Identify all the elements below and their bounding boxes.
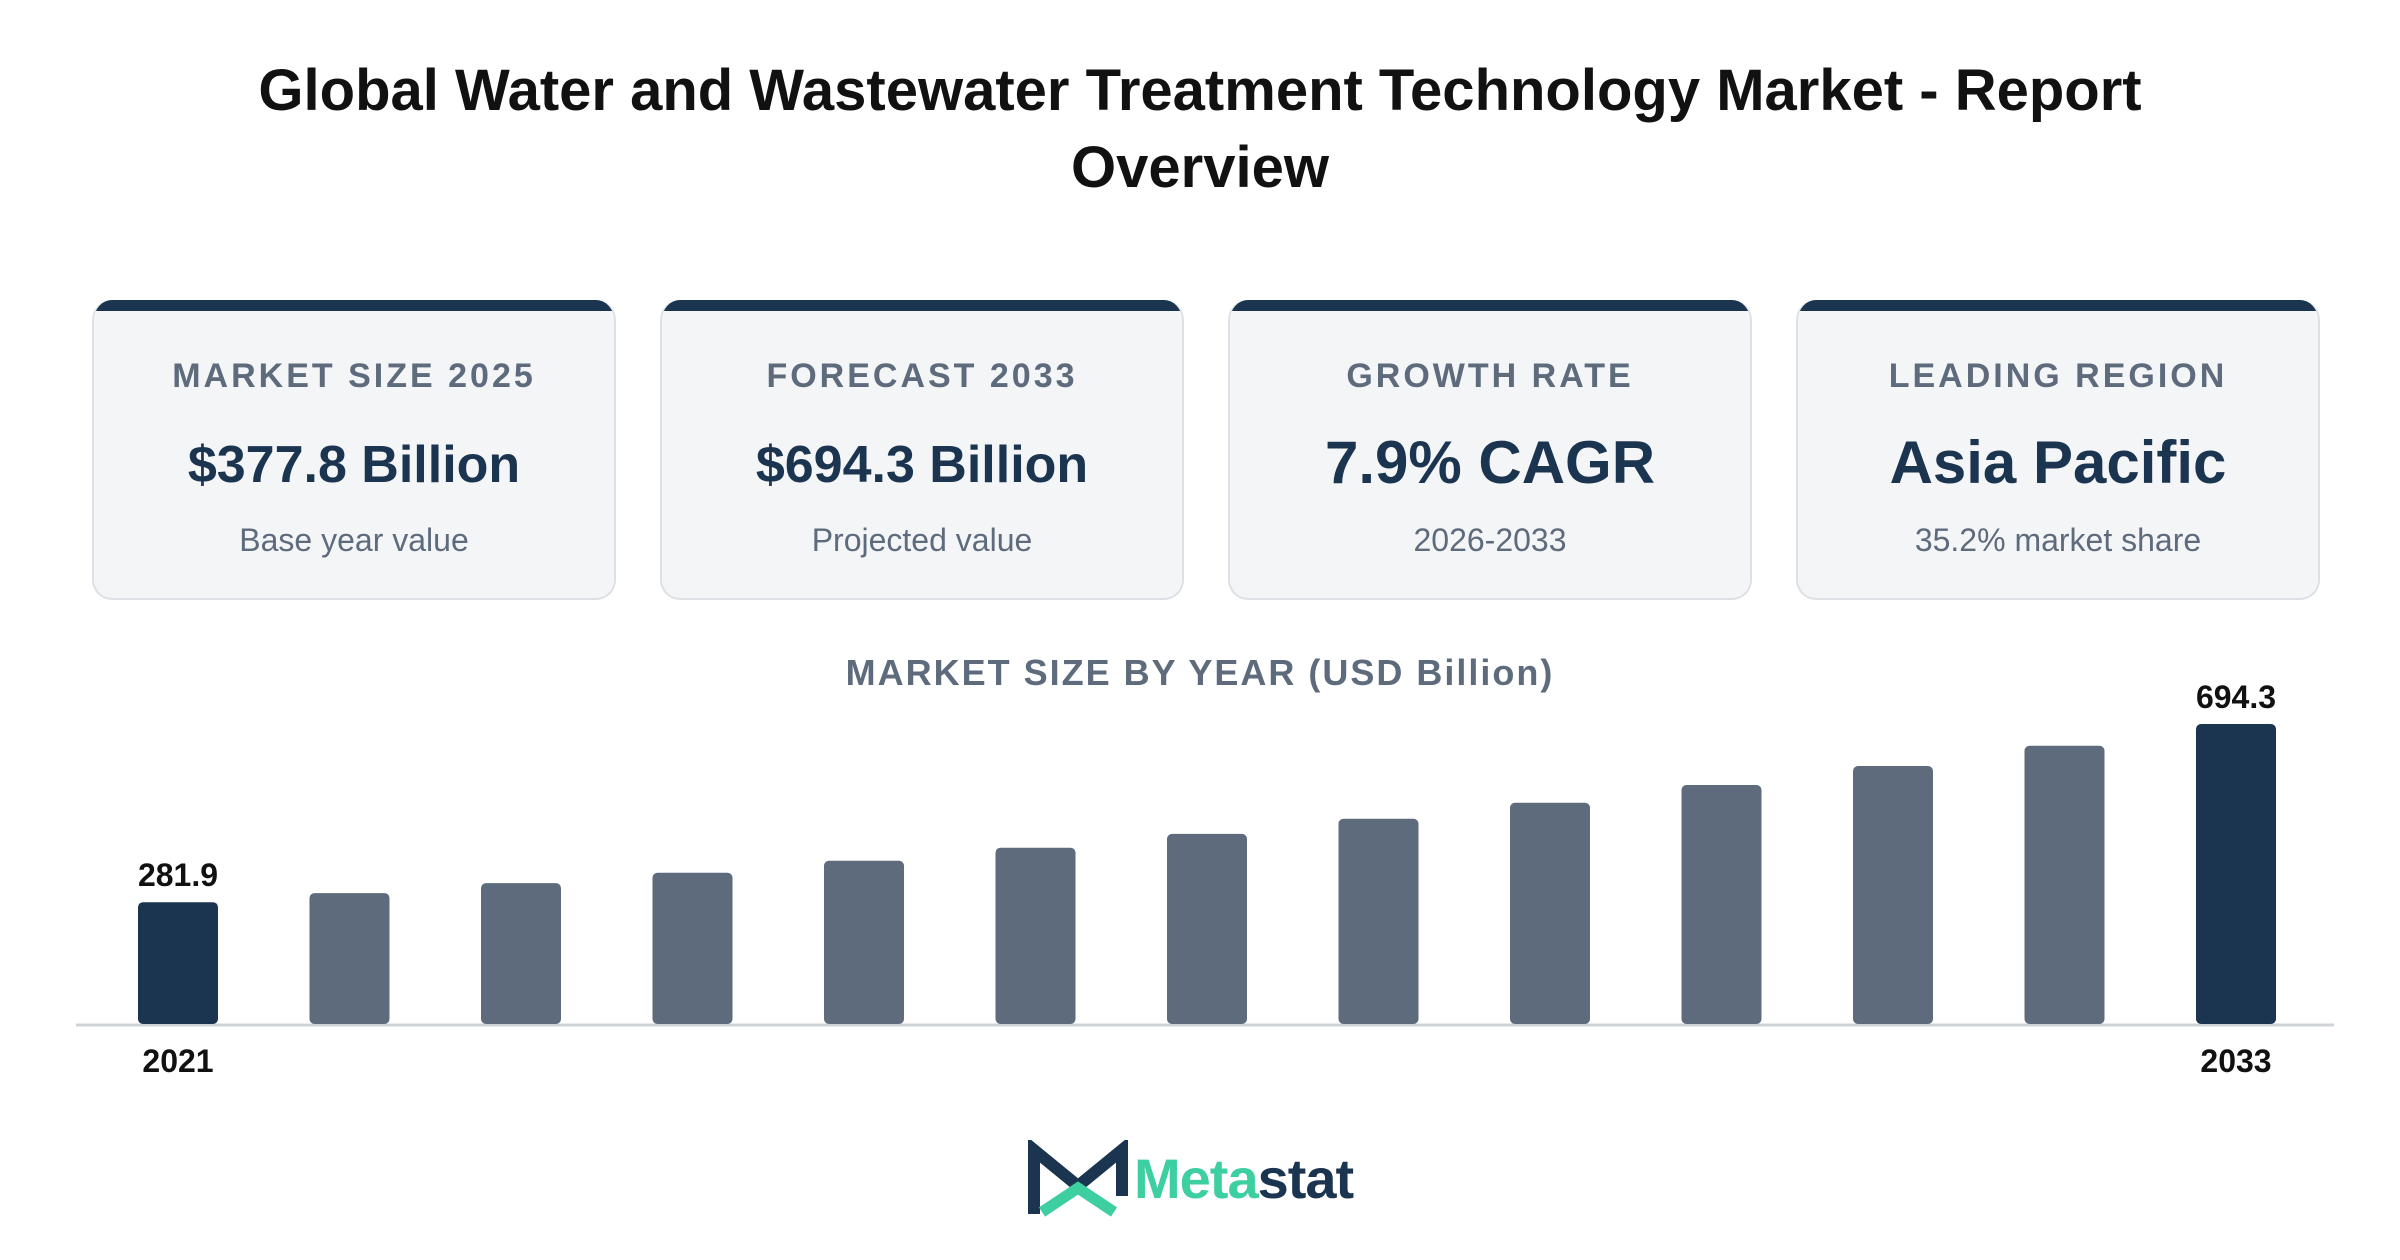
card-subtext: 2026-2033 [1413,522,1567,558]
card-value: 7.9% CAGR [1324,429,1656,496]
card-value: $377.8 Billion [187,436,521,494]
bar-2021 [138,902,218,1024]
bar-2031 [1853,766,1933,1024]
card-label: FORECAST 2033 [766,357,1078,395]
bar-2024 [652,872,733,1024]
logo-wordmark: Metastat [1134,1144,1355,1214]
bar-2033 [2196,724,2276,1024]
card-market-size: MARKET SIZE 2025 $377.8 Billion Base yea… [92,300,616,600]
card-label: LEADING REGION [1888,357,2228,395]
logo-text-stat: stat [1257,1147,1355,1210]
logo-text-meta: Meta [1134,1147,1259,1210]
card-growth-rate: GROWTH RATE 7.9% CAGR 2026-2033 [1228,300,1752,600]
card-forecast: FORECAST 2033 $694.3 Billion Projected v… [660,300,1184,600]
bar-chart: 281.9 2021 694.3 2033 [76,679,2334,1079]
card-leading-region: LEADING REGION Asia Pacific 35.2% market… [1796,300,2320,600]
bar-2028 [1338,818,1419,1024]
bar-2023 [481,883,561,1024]
bar-2027 [1167,833,1247,1024]
metastat-logo-icon [1028,1137,1128,1217]
card-subtext: Base year value [239,522,469,558]
card-label: GROWTH RATE [1346,357,1634,395]
summary-cards: MARKET SIZE 2025 $377.8 Billion Base yea… [92,300,2322,604]
x-tick-label-2033: 2033 [2200,1043,2271,1079]
card-value: Asia Pacific [1889,429,2227,496]
x-tick-label-2021: 2021 [142,1043,213,1079]
chart-title: MARKET SIZE BY YEAR (USD Billion) [845,652,1555,693]
page-title: Global Water and Wastewater Treatment Te… [258,58,2142,200]
bar-2025 [824,860,904,1024]
metastat-logo: Metastat [1028,1137,1408,1220]
bar-2032 [2024,745,2105,1024]
bar-2029 [1510,802,1590,1024]
data-label-2021: 281.9 [138,857,218,893]
card-value: $694.3 Billion [755,436,1089,494]
bar-2026 [995,847,1076,1024]
card-subtext: 35.2% market share [1914,522,2202,558]
card-subtext: Projected value [811,522,1033,558]
bar-2022 [309,893,390,1024]
data-label-2033: 694.3 [2196,679,2276,715]
card-label: MARKET SIZE 2025 [172,357,536,395]
bar-2030 [1681,785,1762,1024]
